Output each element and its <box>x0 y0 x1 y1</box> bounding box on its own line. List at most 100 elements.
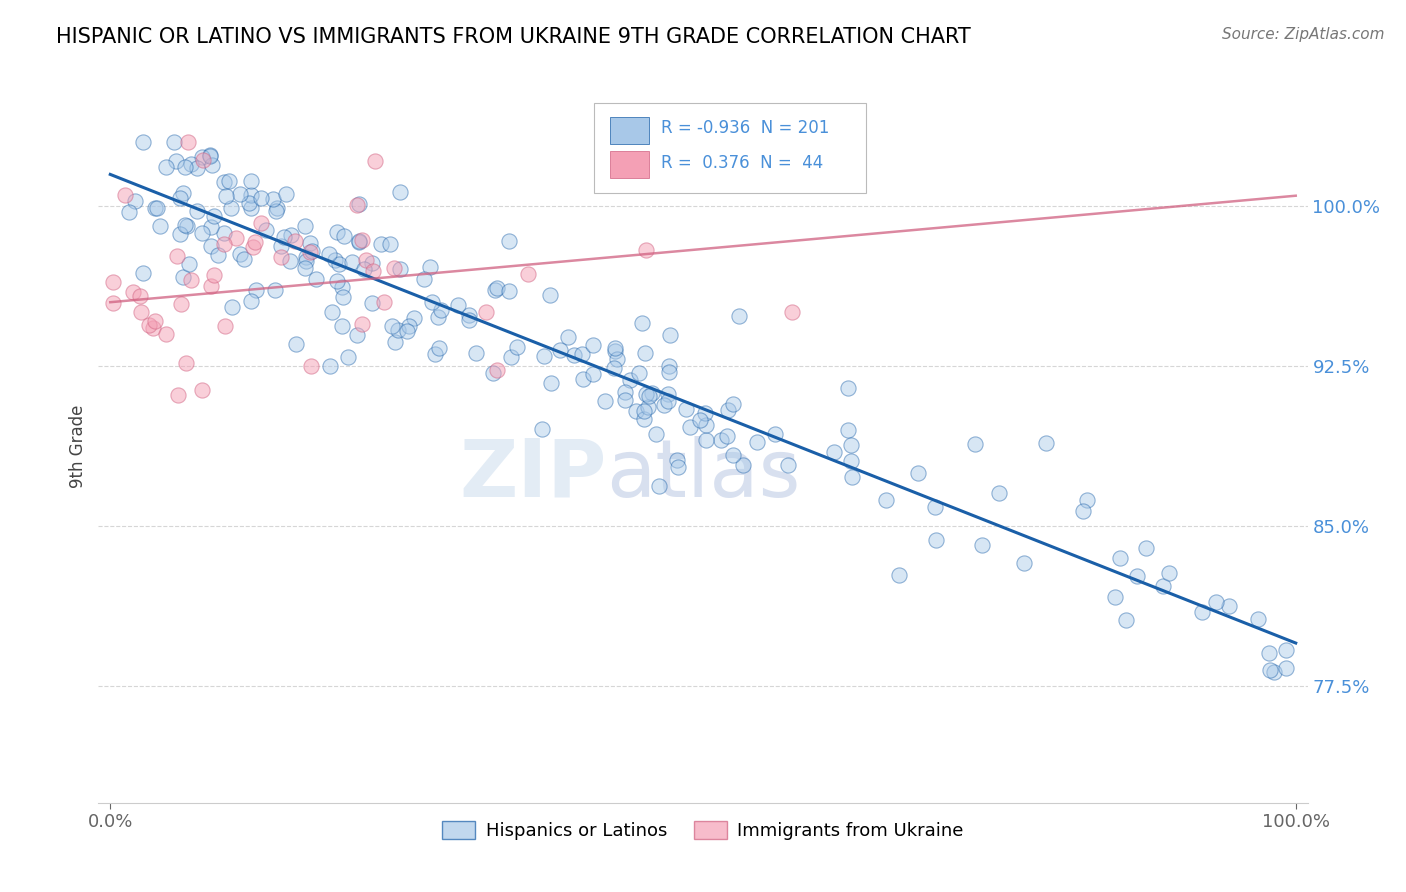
Point <box>614 392 637 407</box>
Point <box>498 234 520 248</box>
Point <box>350 318 373 332</box>
Point <box>965 437 987 451</box>
Point <box>249 190 271 204</box>
Point <box>387 323 409 337</box>
Point <box>907 466 929 480</box>
Point <box>167 388 190 402</box>
Point <box>658 359 681 373</box>
Point <box>299 235 322 250</box>
Point <box>278 253 301 268</box>
Point <box>200 220 222 235</box>
Point <box>249 216 271 230</box>
Point <box>143 314 166 328</box>
Point <box>180 157 202 171</box>
Point <box>1275 642 1298 657</box>
Point <box>325 274 347 288</box>
Point <box>349 197 371 211</box>
Point <box>419 260 441 274</box>
Point <box>395 324 418 338</box>
Point <box>239 174 262 188</box>
Point <box>425 347 447 361</box>
Point <box>145 202 167 216</box>
Point <box>101 295 124 310</box>
Point <box>129 288 152 302</box>
Point <box>169 227 191 242</box>
Point <box>274 187 297 202</box>
Point <box>605 341 627 355</box>
Point <box>1126 569 1149 583</box>
Point <box>533 349 555 363</box>
Point <box>263 283 285 297</box>
Point <box>142 321 165 335</box>
Point <box>571 347 593 361</box>
Point <box>1247 612 1270 626</box>
Point <box>214 189 236 203</box>
Point <box>1071 504 1094 518</box>
Point <box>710 433 733 447</box>
Point <box>214 318 236 333</box>
Point <box>925 533 948 548</box>
Point <box>207 248 229 262</box>
Point <box>294 261 316 276</box>
Point <box>118 205 141 219</box>
Y-axis label: 9th Grade: 9th Grade <box>69 404 87 488</box>
Point <box>641 386 664 401</box>
Point <box>498 284 520 298</box>
Point <box>887 568 910 582</box>
Point <box>571 372 593 386</box>
Point <box>637 400 659 414</box>
Point <box>347 235 370 249</box>
Point <box>332 290 354 304</box>
Point <box>333 228 356 243</box>
Point <box>301 244 323 258</box>
Point <box>1135 541 1157 555</box>
Point <box>427 341 450 355</box>
Point <box>540 376 562 391</box>
Point <box>388 261 411 276</box>
Point <box>323 252 346 267</box>
Point <box>689 413 711 427</box>
Point <box>370 237 392 252</box>
Point <box>581 368 603 382</box>
Point <box>1274 661 1296 675</box>
Point <box>1115 613 1137 627</box>
Point <box>666 453 689 467</box>
Point <box>675 402 697 417</box>
Point <box>254 222 277 236</box>
Point <box>347 234 370 248</box>
Point <box>284 336 307 351</box>
Point <box>352 233 374 247</box>
Point <box>634 387 657 401</box>
Point <box>238 196 260 211</box>
Point <box>330 280 353 294</box>
Point <box>482 366 505 380</box>
Point <box>420 294 443 309</box>
Point <box>603 361 626 376</box>
Text: R = -0.936  N = 201: R = -0.936 N = 201 <box>661 120 830 137</box>
Point <box>198 149 221 163</box>
Point <box>103 276 125 290</box>
Point <box>624 403 647 417</box>
Point <box>225 231 247 245</box>
Point <box>176 219 198 233</box>
Point <box>499 350 522 364</box>
Point <box>603 344 626 359</box>
Point <box>143 201 166 215</box>
Point <box>239 188 262 202</box>
Point <box>382 261 405 276</box>
Point <box>666 459 689 474</box>
Point <box>657 387 679 401</box>
Point <box>378 236 401 251</box>
Point <box>321 305 343 319</box>
Text: atlas: atlas <box>606 435 800 514</box>
Text: HISPANIC OR LATINO VS IMMIGRANTS FROM UKRAINE 9TH GRADE CORRELATION CHART: HISPANIC OR LATINO VS IMMIGRANTS FROM UK… <box>56 27 972 46</box>
FancyBboxPatch shape <box>610 152 648 178</box>
Point <box>221 300 243 314</box>
Point <box>202 268 225 282</box>
Point <box>319 359 342 374</box>
Point <box>1205 595 1227 609</box>
Point <box>506 340 529 354</box>
Point <box>721 396 744 410</box>
Point <box>837 380 859 394</box>
Point <box>763 426 786 441</box>
